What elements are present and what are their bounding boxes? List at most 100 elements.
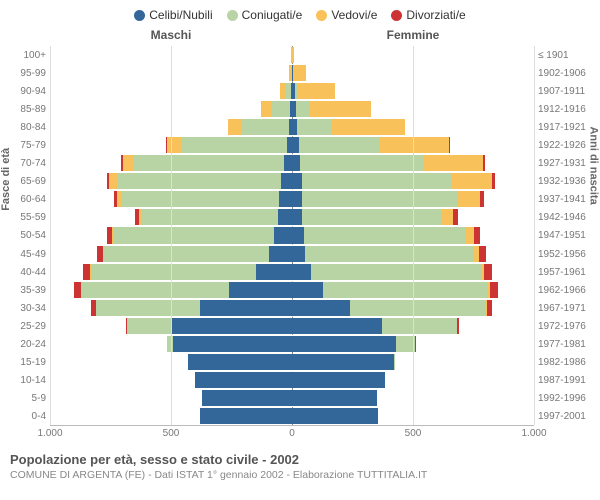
segment-c [292, 318, 382, 334]
legend-item: Divorziati/e [391, 8, 465, 22]
birth-tick: 1982-1986 [538, 354, 594, 372]
segment-c [292, 173, 302, 189]
segment-co [134, 155, 284, 171]
segment-c [292, 155, 300, 171]
segment-co [241, 119, 288, 135]
segment-c [202, 390, 292, 406]
pyramid-row [50, 190, 534, 208]
segment-v [293, 65, 305, 81]
pyramid-row [50, 172, 534, 190]
pyramid-row [50, 136, 534, 154]
pyramid-row [50, 281, 534, 299]
birth-tick: 1962-1966 [538, 281, 594, 299]
segment-v [310, 101, 372, 117]
segment-co [81, 282, 229, 298]
pyramid-row [50, 118, 534, 136]
pyramid-row [50, 208, 534, 226]
age-tick: 60-64 [6, 191, 46, 209]
segment-c [292, 191, 302, 207]
legend-swatch-icon [391, 10, 402, 21]
segment-co [382, 318, 457, 334]
birth-tick: 1987-1991 [538, 372, 594, 390]
legend-item: Celibi/Nubili [134, 8, 212, 22]
segment-v [261, 101, 272, 117]
segment-d [483, 155, 485, 171]
segment-v [292, 47, 294, 63]
gender-headers: Maschi Femmine [6, 28, 594, 42]
legend-label: Divorziati/e [406, 8, 465, 22]
legend-label: Vedovi/e [331, 8, 377, 22]
legend-swatch-icon [227, 10, 238, 21]
age-labels: 100+95-9990-9485-8980-8475-7970-7465-696… [6, 46, 50, 426]
segment-c [292, 137, 299, 153]
segment-co [296, 101, 309, 117]
segment-c [278, 209, 292, 225]
age-tick: 50-54 [6, 227, 46, 245]
pyramid-row [50, 64, 534, 82]
age-tick: 5-9 [6, 390, 46, 408]
legend-label: Coniugati/e [242, 8, 303, 22]
segment-co [350, 300, 486, 316]
segment-d [484, 264, 492, 280]
segment-co [305, 246, 473, 262]
segment-co [302, 173, 452, 189]
segment-co [96, 300, 200, 316]
segment-d [449, 137, 450, 153]
segment-v [228, 119, 241, 135]
segment-c [292, 227, 304, 243]
segment-co [394, 354, 395, 370]
x-tick: 500 [163, 428, 180, 439]
segment-d [487, 300, 492, 316]
segment-co [299, 137, 379, 153]
pyramid-row [50, 100, 534, 118]
header-female: Femmine [292, 28, 594, 42]
segment-v [466, 227, 474, 243]
birth-tick: 1952-1956 [538, 245, 594, 263]
segment-d [74, 282, 81, 298]
segment-c [292, 354, 394, 370]
birth-tick: 1992-1996 [538, 390, 594, 408]
chart-area: Fasce di età Anni di nascita 100+95-9990… [6, 46, 594, 426]
segment-v [424, 155, 483, 171]
birth-tick: 1932-1936 [538, 173, 594, 191]
pyramid-row [50, 317, 534, 335]
gridline [171, 46, 172, 425]
age-tick: 20-24 [6, 336, 46, 354]
age-tick: 35-39 [6, 281, 46, 299]
segment-co [114, 227, 274, 243]
birth-tick: 1957-1961 [538, 263, 594, 281]
x-tick: 1.000 [37, 428, 62, 439]
birth-tick: 1927-1931 [538, 155, 594, 173]
age-tick: 85-89 [6, 100, 46, 118]
segment-v [332, 119, 405, 135]
legend-item: Vedovi/e [316, 8, 377, 22]
segment-v [452, 173, 492, 189]
segment-c [284, 155, 292, 171]
chart-title: Popolazione per età, sesso e stato civil… [10, 452, 594, 467]
age-tick: 70-74 [6, 155, 46, 173]
birth-tick: 1967-1971 [538, 299, 594, 317]
age-tick: 90-94 [6, 82, 46, 100]
birth-tick: ≤ 1901 [538, 46, 594, 64]
segment-d [453, 209, 458, 225]
pyramid-row [50, 371, 534, 389]
segment-co [181, 137, 286, 153]
x-tick: 0 [289, 428, 295, 439]
segment-d [490, 282, 498, 298]
segment-co [117, 173, 282, 189]
segment-co [271, 101, 289, 117]
birth-tick: 1917-1921 [538, 118, 594, 136]
birth-tick: 1942-1946 [538, 209, 594, 227]
segment-d [457, 318, 459, 334]
age-tick: 100+ [6, 46, 46, 64]
age-tick: 40-44 [6, 263, 46, 281]
segment-c [274, 227, 292, 243]
y-axis-left-label: Fasce di età [0, 148, 12, 211]
segment-co [300, 155, 423, 171]
segment-co [121, 191, 278, 207]
birth-tick: 1922-1926 [538, 136, 594, 154]
segment-c [200, 300, 292, 316]
age-tick: 30-34 [6, 299, 46, 317]
gridline [534, 46, 535, 425]
legend: Celibi/Nubili Coniugati/e Vedovi/e Divorzia… [6, 8, 594, 22]
